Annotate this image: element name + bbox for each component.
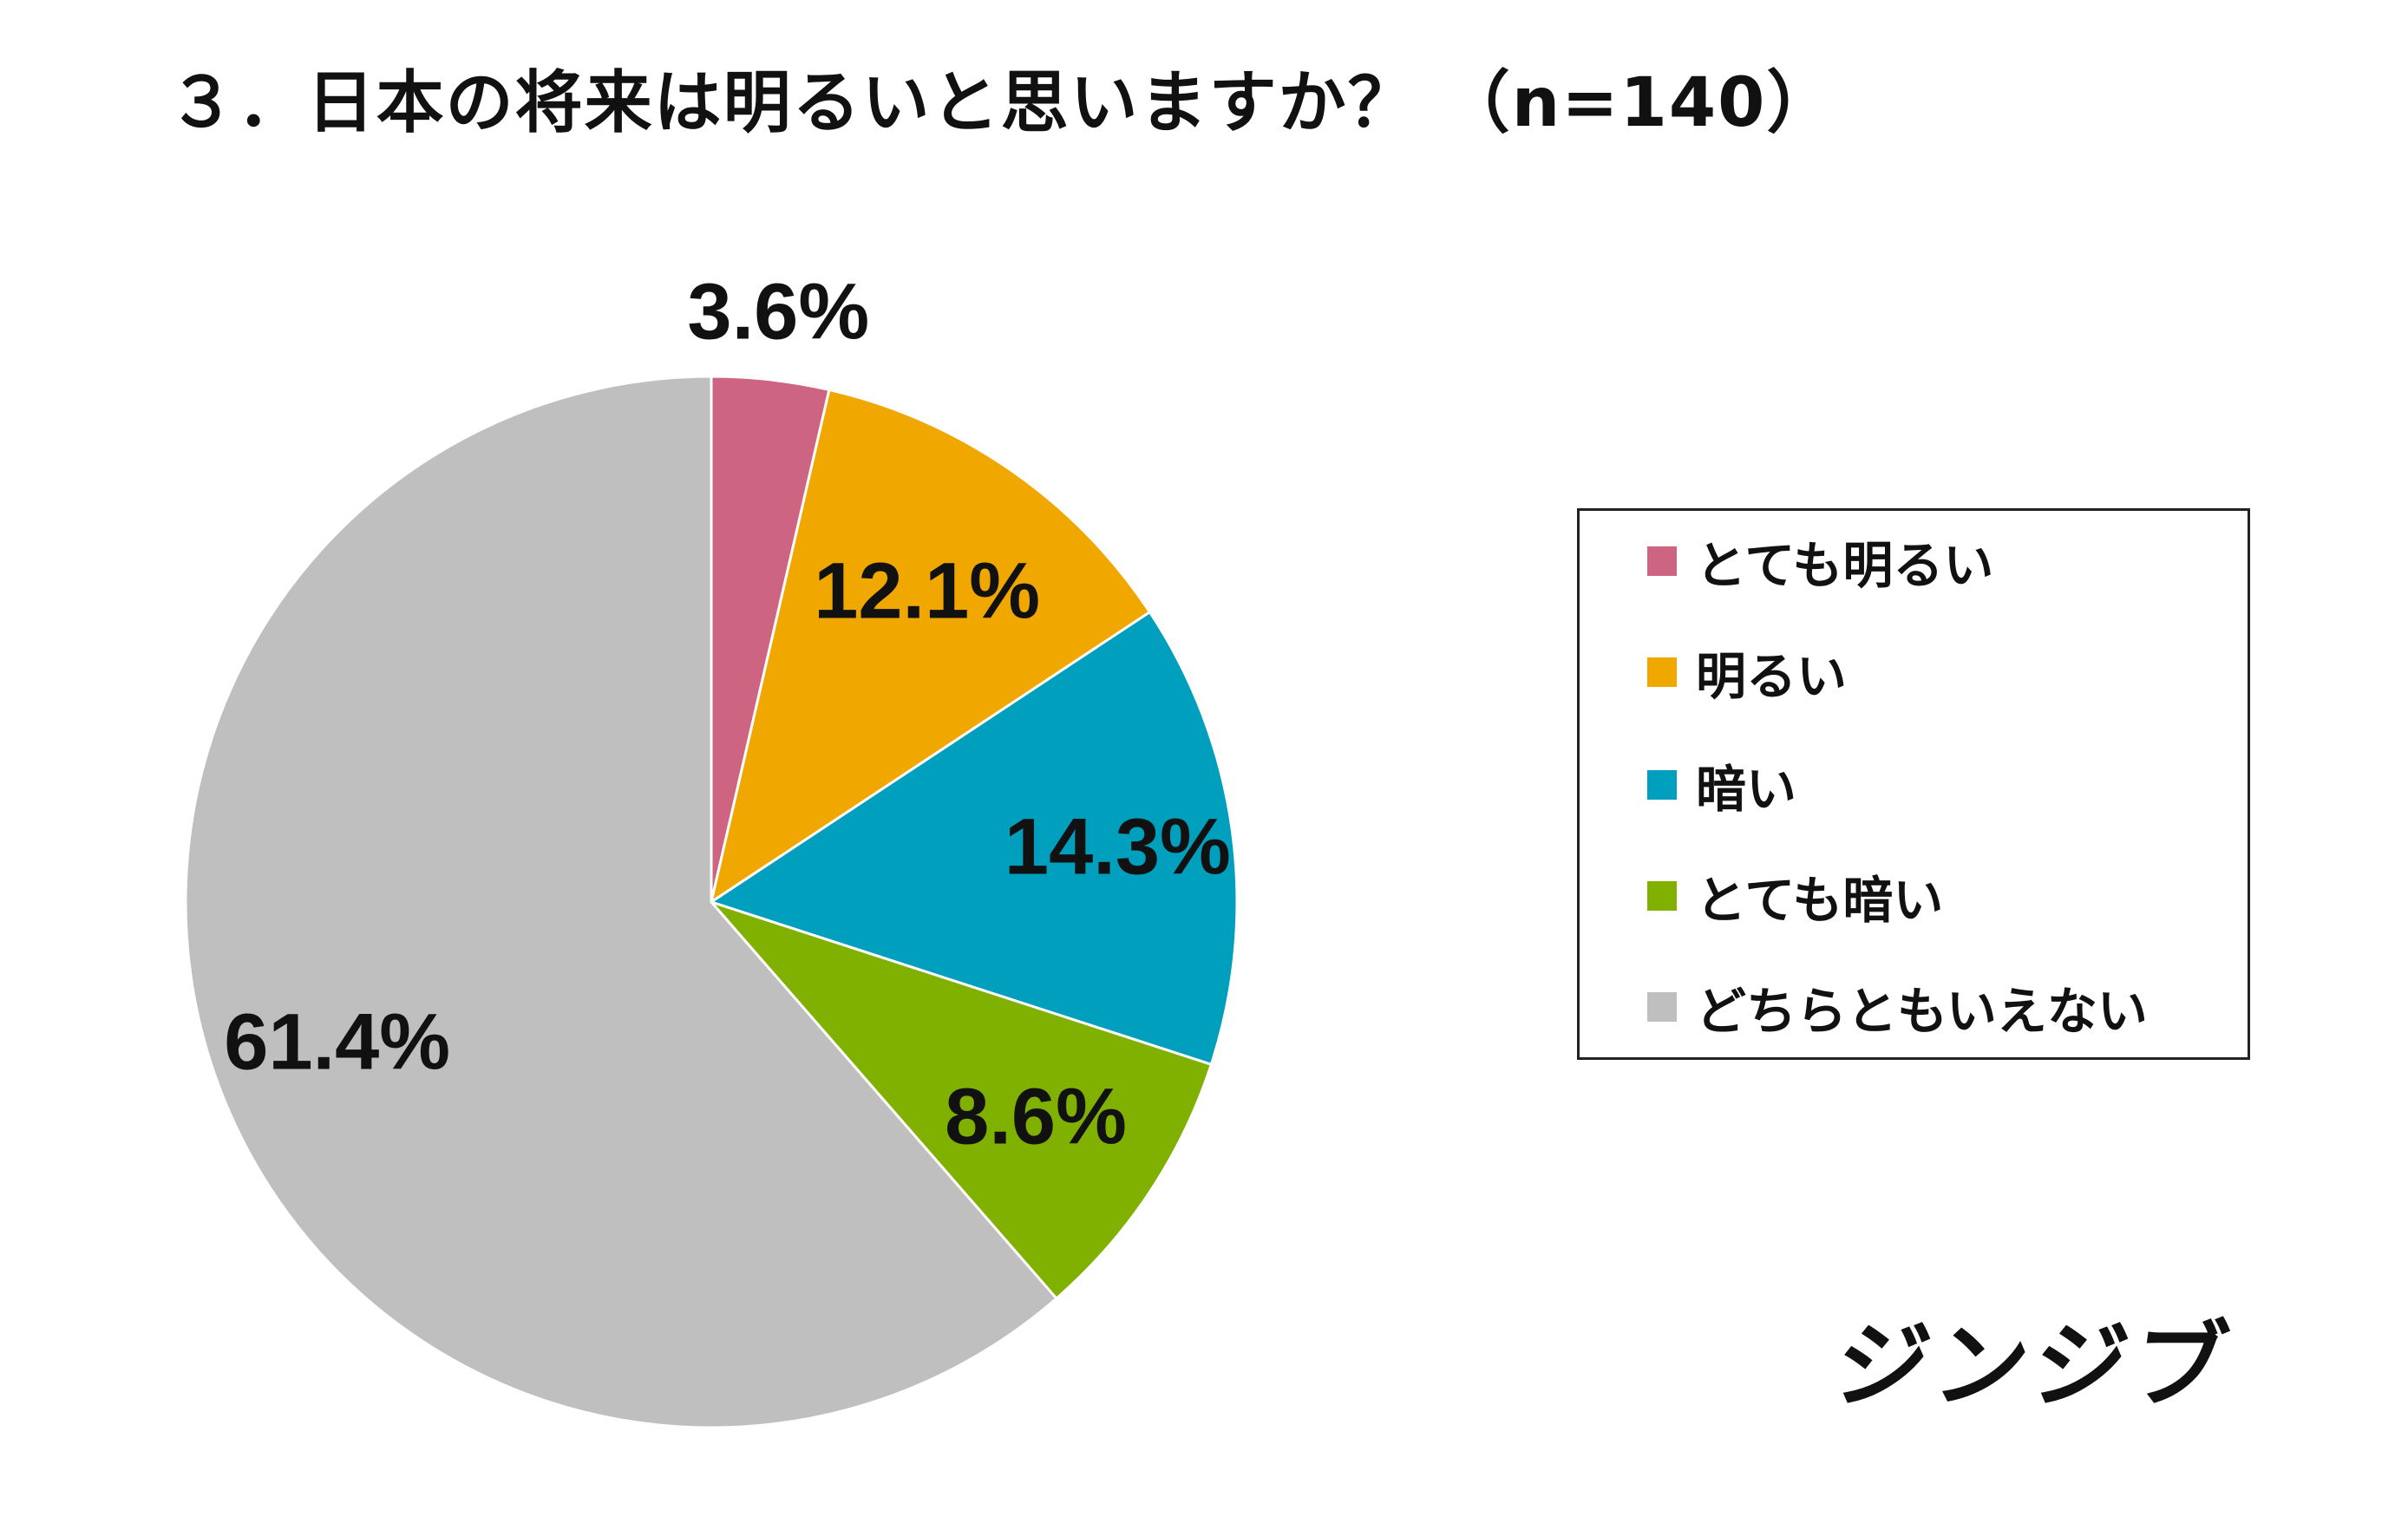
legend-item: 明るい [1647,637,1847,707]
legend-label: 明るい [1696,647,1848,706]
brand-logo: ジンジブ [1828,1312,2240,1421]
pie-slice [184,375,1059,1429]
legend-label: どちらともいえない [1696,982,2148,1041]
legend-swatch [1647,657,1677,687]
pie-slice-label: 12.1% [814,546,1040,635]
legend-item: どちらともいえない [1647,972,2148,1042]
legend-item: 暗い [1647,750,1796,820]
legend-label: とても明るい [1696,536,1994,595]
legend: とても明るい 明るい暗いとても暗いどちらともいえない [1577,508,2250,1060]
pie-slices [184,375,1239,1429]
legend-item: とても明るい [1647,526,1993,596]
pie-slice-label: 3.6% [687,268,869,356]
legend-label: とても暗い [1696,871,1944,930]
pie-slice-label: 61.4% [224,997,450,1086]
legend-swatch [1647,546,1677,576]
chart-title: ３．日本の将来は明るいと思いますか？ （n=140） [167,64,1836,142]
legend-swatch [1647,992,1677,1022]
pie-slice-label: 14.3% [1004,802,1231,891]
legend-item: とても暗い [1647,861,1943,931]
pie-slice [709,388,1152,905]
pie-slice-labels: 3.6% 12.1% 14.3% 8.6% 61.4% [224,268,1231,1161]
legend-label: 暗い [1696,760,1797,819]
pie-slice-label: 8.6% [945,1072,1127,1160]
legend-swatch [1647,881,1677,911]
legend-swatch [1647,770,1677,800]
pie-slice [707,899,1214,1301]
pie-slice [708,610,1239,1067]
